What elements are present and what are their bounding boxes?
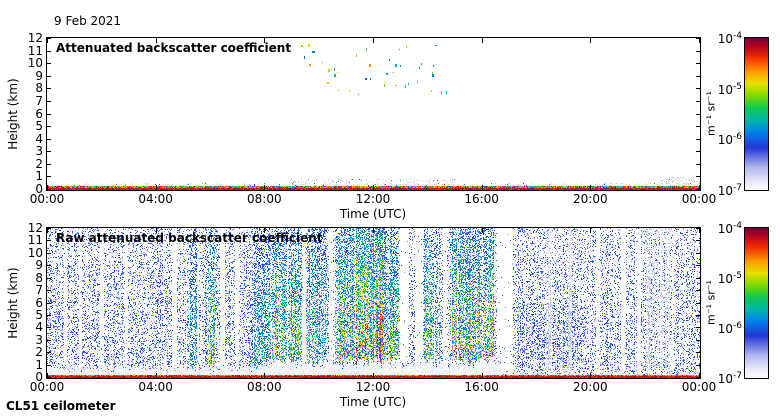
y-tick-label: 6 (35, 295, 43, 310)
colorbar-tick-label: 10-5 (717, 271, 742, 286)
y-tick-label: 9 (35, 258, 43, 273)
x-tick-label: 00:00 (681, 380, 717, 394)
x-tick-label: 00:00 (29, 192, 65, 206)
y-tick-label: 1 (35, 357, 43, 372)
x-tick-label: 00:00 (29, 380, 65, 394)
colorbar-tick-label: 10-6 (717, 132, 742, 148)
x-tick-label: 04:00 (138, 192, 173, 206)
y-tick-label: 0 (35, 182, 43, 196)
y-tick-label: 7 (35, 283, 43, 298)
colorbar-tick-label: 10-5 (717, 81, 742, 97)
instrument-label: CL51 ceilometer (6, 399, 116, 413)
y-tick-label: 1 (35, 169, 43, 184)
colorbar-tick-label: 10-4 (717, 221, 742, 236)
y-tick-label: 4 (35, 131, 43, 146)
x-tick-label: 12:00 (355, 192, 391, 206)
x-tick-label: 04:00 (138, 380, 173, 394)
x-tick-label: 16:00 (464, 192, 499, 206)
x-tick-label: 08:00 (247, 192, 282, 206)
y-tick-label: 10 (27, 245, 43, 260)
x-axis-label-bottom: Time (UTC) (339, 395, 407, 409)
raw-attenuated-backscatter-heatmap (46, 227, 701, 379)
x-tick-label: 20:00 (573, 380, 608, 394)
x-tick-label: 20:00 (573, 192, 608, 206)
y-tick-label: 0 (35, 370, 43, 384)
y-tick-label: 4 (35, 320, 43, 335)
y-tick-label: 6 (35, 106, 43, 121)
colorbar-bottom (744, 227, 769, 379)
y-tick-label: 5 (35, 119, 43, 134)
y-tick-label: 8 (35, 270, 43, 285)
colorbar-tick-label: 10-6 (717, 321, 742, 336)
y-tick-label: 11 (27, 233, 43, 248)
colorbar-tick-label: 10-4 (717, 31, 742, 46)
y-tick-label: 8 (35, 81, 43, 96)
attenuated-backscatter-heatmap (46, 37, 701, 191)
y-tick-label: 12 (27, 221, 43, 235)
x-tick-label: 12:00 (355, 380, 391, 394)
colorbar-tick-label: 10-7 (717, 183, 742, 198)
x-tick-label: 08:00 (247, 380, 282, 394)
y-tick-label: 2 (35, 156, 43, 171)
y-tick-label: 3 (35, 332, 43, 347)
x-tick-label: 16:00 (464, 380, 499, 394)
y-tick-label: 12 (27, 31, 43, 45)
y-tick-label: 5 (35, 307, 43, 322)
y-tick-label: 10 (27, 56, 43, 71)
y-tick-label: 3 (35, 144, 43, 159)
date-label: 9 Feb 2021 (54, 14, 122, 28)
x-tick-label: 00:00 (681, 192, 717, 206)
colorbar-tick-label: 10-7 (717, 371, 742, 386)
colorbar-top (744, 37, 769, 191)
panel-title-raw: Raw attenuated backscatter coefficient (56, 231, 323, 245)
y-tick-label: 9 (35, 68, 43, 83)
panel-title-attenuated: Attenuated backscatter coefficient (56, 41, 292, 55)
x-axis-label-top: Time (UTC) (339, 207, 407, 221)
y-tick-label: 7 (35, 93, 43, 108)
y-tick-label: 11 (27, 43, 43, 58)
y-tick-label: 2 (35, 345, 43, 360)
